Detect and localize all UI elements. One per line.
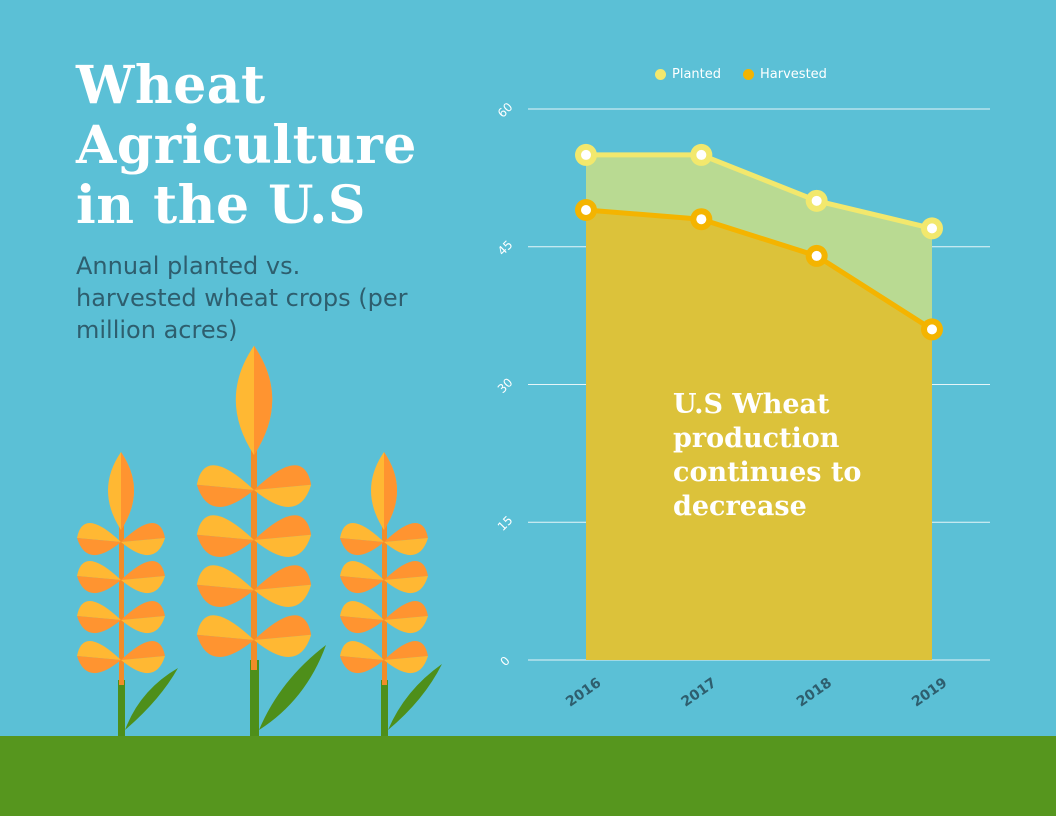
area-planted bbox=[586, 154, 932, 330]
point-center-harvested-2017 bbox=[696, 214, 707, 225]
point-center-planted-2019 bbox=[927, 223, 937, 234]
legend-swatch-harvested bbox=[743, 69, 755, 80]
wheat-stalk-right bbox=[340, 452, 442, 740]
point-center-planted-2018 bbox=[811, 195, 822, 206]
legend-label-harvested: Harvested bbox=[760, 67, 827, 82]
point-center-harvested-2019 bbox=[927, 324, 937, 335]
x-tick-label: 2018 bbox=[794, 675, 835, 710]
legend-label-planted: Planted bbox=[672, 67, 722, 82]
x-tick-label: 2019 bbox=[909, 675, 950, 710]
y-tick-label: 30 bbox=[495, 375, 516, 396]
y-tick-label: 45 bbox=[495, 238, 516, 259]
legend-item-planted: Planted bbox=[655, 67, 721, 82]
line-planted bbox=[586, 152, 933, 231]
x-tick-label: 2017 bbox=[678, 675, 719, 710]
y-tick-label: 60 bbox=[495, 100, 516, 121]
point-center-planted-2016 bbox=[581, 149, 591, 160]
chart-annotation: U.S Wheat production continues to decrea… bbox=[673, 389, 862, 522]
chart-legend: Planted Harvested bbox=[655, 67, 827, 82]
y-tick-label: 0 bbox=[498, 654, 513, 669]
area-harvested bbox=[586, 210, 932, 660]
wheat-stalk-middle bbox=[196, 345, 326, 740]
page-title: Wheat Agriculture in the U.S bbox=[76, 55, 417, 236]
wheat-stalk-left bbox=[77, 452, 178, 740]
legend-swatch-planted bbox=[655, 69, 666, 80]
point-center-planted-2017 bbox=[696, 149, 707, 160]
y-tick-label: 15 bbox=[495, 513, 516, 534]
point-center-harvested-2016 bbox=[581, 205, 591, 216]
point-center-harvested-2018 bbox=[811, 250, 822, 261]
x-tick-label: 2016 bbox=[563, 675, 604, 710]
line-harvested bbox=[585, 207, 934, 332]
page-subtitle: Annual planted vs. harvested wheat crops… bbox=[76, 252, 408, 344]
grass-ground bbox=[0, 736, 1056, 816]
legend-item-harvested: Harvested bbox=[743, 67, 827, 82]
